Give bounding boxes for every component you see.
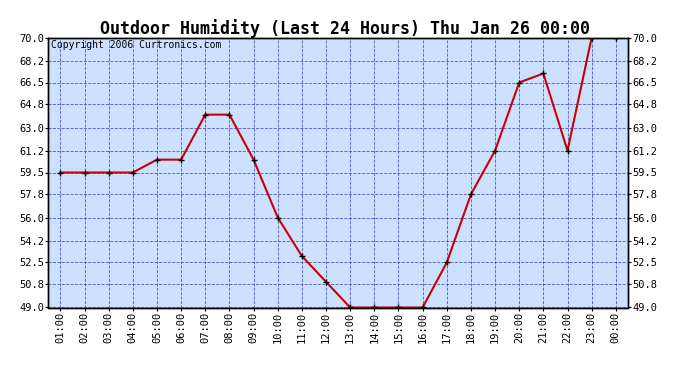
Text: Copyright 2006 Curtronics.com: Copyright 2006 Curtronics.com [51, 40, 221, 50]
Text: Outdoor Humidity (Last 24 Hours) Thu Jan 26 00:00: Outdoor Humidity (Last 24 Hours) Thu Jan… [100, 19, 590, 38]
